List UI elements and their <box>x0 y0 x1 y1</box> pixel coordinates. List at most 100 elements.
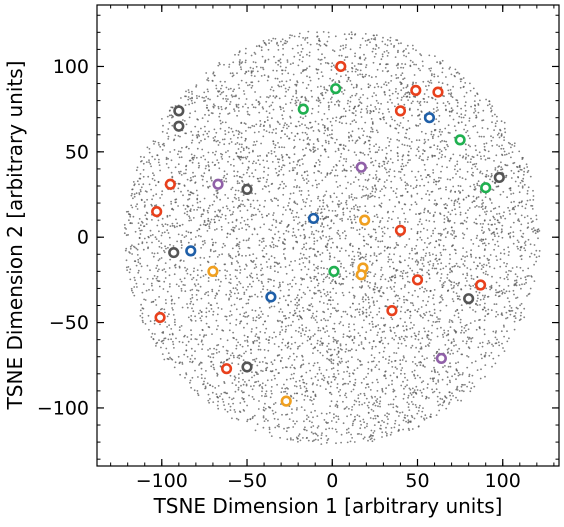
background-point <box>351 437 353 439</box>
background-point <box>354 378 357 381</box>
background-point <box>240 122 243 124</box>
background-point <box>457 297 460 300</box>
background-point <box>479 170 482 173</box>
background-point <box>310 316 313 319</box>
background-point <box>346 335 349 337</box>
background-point <box>512 192 515 195</box>
background-point <box>290 300 292 303</box>
background-point <box>215 319 218 322</box>
background-point <box>300 268 303 271</box>
background-point <box>168 122 171 124</box>
background-point <box>386 55 389 57</box>
background-point <box>441 153 444 156</box>
background-point <box>536 230 539 233</box>
background-point <box>513 293 515 296</box>
background-point <box>249 418 252 421</box>
background-point <box>348 109 351 112</box>
background-point <box>373 438 376 441</box>
background-point <box>369 254 372 257</box>
background-point <box>237 261 240 264</box>
background-point <box>186 272 189 275</box>
background-point <box>337 205 340 208</box>
background-point <box>127 219 130 222</box>
background-point <box>352 422 354 425</box>
background-point <box>281 321 284 324</box>
background-point <box>228 297 231 300</box>
background-point <box>323 132 326 135</box>
background-point <box>190 141 193 144</box>
background-point <box>282 164 285 167</box>
background-point <box>432 171 435 174</box>
background-point <box>221 213 224 216</box>
background-point <box>391 161 394 164</box>
background-point <box>296 211 298 214</box>
background-point <box>327 140 330 143</box>
background-point <box>163 231 166 234</box>
background-point <box>502 191 505 193</box>
background-point <box>407 159 410 162</box>
background-point <box>422 388 425 390</box>
background-point <box>515 297 517 299</box>
background-point <box>407 309 410 311</box>
background-point <box>261 106 264 109</box>
background-point <box>334 339 337 341</box>
background-point <box>287 324 290 327</box>
background-point <box>144 190 147 193</box>
background-point <box>448 262 451 265</box>
background-point <box>312 347 315 350</box>
background-point <box>360 196 363 199</box>
background-point <box>226 339 229 342</box>
background-point <box>338 100 341 103</box>
background-point <box>375 99 378 102</box>
background-point <box>268 105 271 108</box>
background-point <box>317 289 320 292</box>
background-point <box>355 121 357 124</box>
background-point <box>169 151 172 153</box>
background-point <box>205 307 208 310</box>
background-point <box>449 280 452 283</box>
background-point <box>496 219 499 222</box>
background-point <box>222 97 225 100</box>
background-point <box>317 68 320 71</box>
background-point <box>328 36 330 38</box>
background-point <box>410 414 413 417</box>
background-point <box>170 159 173 162</box>
background-point <box>332 375 335 378</box>
background-point <box>355 68 358 71</box>
background-point <box>387 403 390 406</box>
background-point <box>295 89 297 92</box>
background-point <box>286 135 289 138</box>
background-point <box>320 58 323 61</box>
background-point <box>512 235 515 238</box>
background-point <box>141 319 144 322</box>
background-point <box>411 327 414 329</box>
background-point <box>424 330 426 333</box>
background-point <box>207 186 209 188</box>
background-point <box>307 30 310 33</box>
background-point <box>229 72 232 75</box>
background-point <box>347 427 350 430</box>
background-point <box>498 145 501 148</box>
background-point <box>351 424 354 427</box>
background-point <box>387 342 390 345</box>
background-point <box>510 270 512 273</box>
background-point <box>390 180 393 183</box>
background-point <box>466 280 468 282</box>
background-point <box>281 80 283 83</box>
background-point <box>381 227 383 230</box>
background-point <box>194 285 197 287</box>
background-point <box>210 177 212 180</box>
background-point <box>374 404 377 407</box>
background-point <box>242 149 245 152</box>
background-point <box>249 66 252 69</box>
background-point <box>252 70 254 72</box>
background-point <box>173 149 176 151</box>
background-point <box>235 255 237 258</box>
background-point <box>353 419 356 421</box>
background-point <box>419 218 422 221</box>
background-point <box>254 192 257 195</box>
background-point <box>508 290 511 293</box>
background-point <box>132 181 135 183</box>
background-point <box>158 158 160 161</box>
background-point <box>166 315 169 318</box>
